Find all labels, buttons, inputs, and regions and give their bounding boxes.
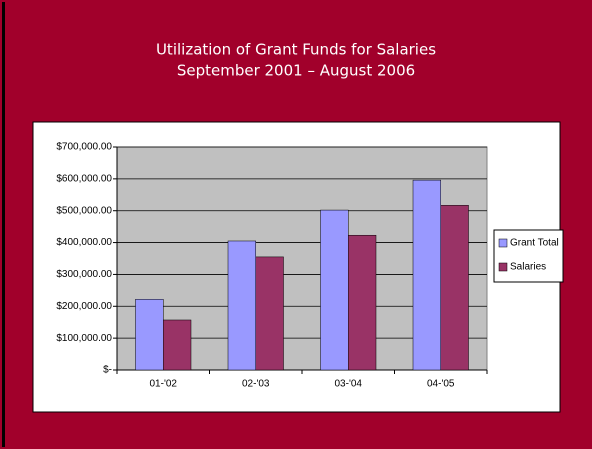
bar: [440, 205, 469, 371]
bar: [255, 256, 284, 371]
x-tick-label: 02-'03: [242, 379, 270, 390]
legend-box: [493, 229, 564, 283]
y-tick-label: $100,000.00: [56, 333, 112, 344]
chart-subtitle: September 2001 – August 2006: [177, 62, 415, 80]
legend-swatch: [498, 238, 508, 248]
x-tick-label: 01-'02: [150, 379, 178, 390]
x-tick-label: 03-'04: [335, 379, 363, 390]
bar: [163, 319, 192, 371]
y-tick-label: $-: [103, 365, 112, 376]
bar: [412, 179, 441, 371]
y-tick-label: $400,000.00: [56, 237, 112, 248]
legend-label: Grant Total: [510, 238, 559, 249]
bar: [320, 209, 349, 371]
chart-title: Utilization of Grant Funds for Salaries: [156, 41, 436, 59]
slide-edge: [2, 2, 5, 447]
y-tick-label: $500,000.00: [56, 205, 112, 216]
legend-label: Salaries: [510, 262, 546, 273]
y-tick-label: $200,000.00: [56, 301, 112, 312]
y-tick-label: $700,000.00: [56, 142, 112, 153]
bar: [135, 299, 164, 371]
y-tick-label: $600,000.00: [56, 173, 112, 184]
y-tick-label: $300,000.00: [56, 269, 112, 280]
legend-swatch: [498, 262, 508, 272]
bar: [227, 240, 256, 371]
x-tick-label: 04-'05: [427, 379, 455, 390]
bar: [348, 234, 377, 371]
